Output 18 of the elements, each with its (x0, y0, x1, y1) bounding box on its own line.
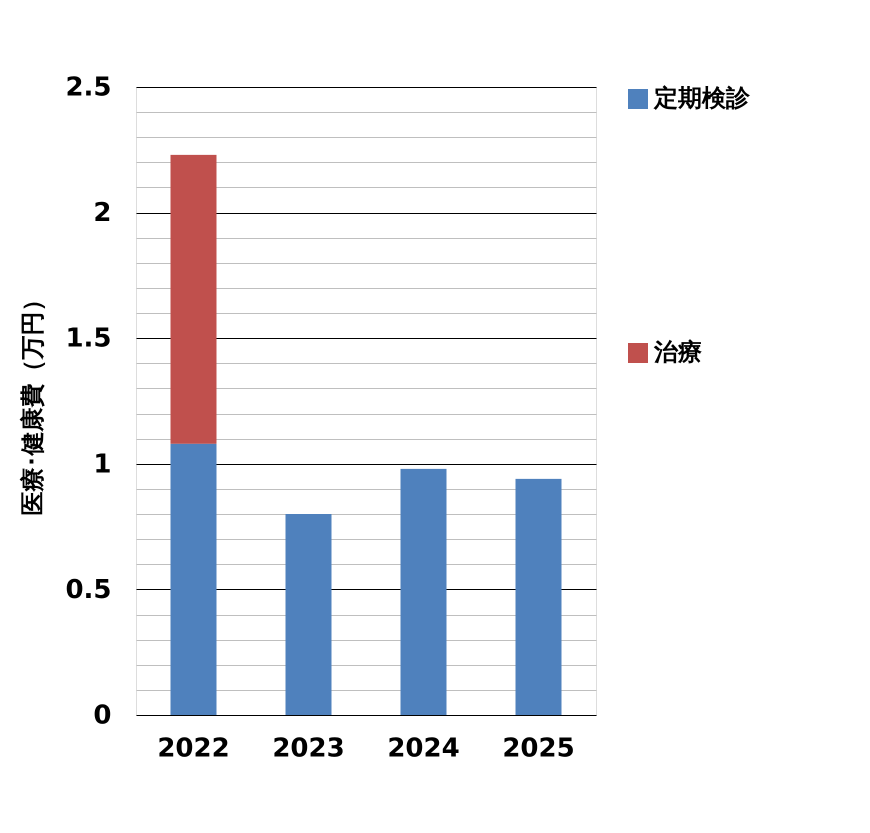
bar (400, 468, 446, 715)
y-tick-label: 0.5 (65, 574, 112, 605)
bar (170, 444, 216, 715)
y-tick-label: 2 (93, 198, 112, 228)
x-tick-label: 2023 (272, 734, 345, 764)
y-tick-label: 1.5 (65, 324, 112, 354)
x-tick-label: 2022 (157, 734, 230, 764)
bar (286, 514, 332, 715)
x-tick-label: 2024 (387, 734, 460, 764)
y-tick-label: 1 (93, 449, 112, 480)
legend-label: 治療 (653, 338, 702, 366)
y-axis-title: 医療･健康費（万円） (18, 288, 46, 516)
x-tick-label: 2025 (502, 734, 575, 764)
bar (170, 154, 216, 444)
y-tick-label: 2.5 (65, 72, 112, 102)
y-tick-label: 0 (93, 700, 112, 730)
legend-label: 定期検診 (653, 84, 751, 112)
bar (516, 478, 562, 715)
